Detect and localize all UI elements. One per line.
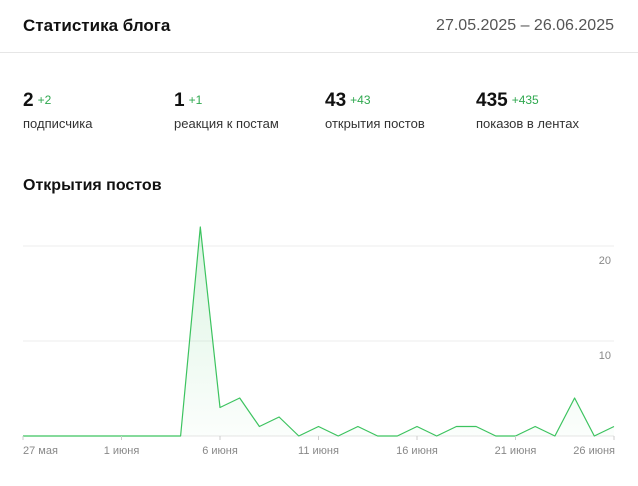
page-title: Статистика блога [23,16,171,35]
x-tick-label: 11 июня [298,445,339,457]
stat-subscribers: 2 +2 подписчика [23,90,92,131]
stat-delta: +43 [350,93,371,107]
chart-title: Открытия постов [23,177,162,194]
stat-value: 435 [476,90,508,111]
series-line [23,226,615,437]
x-tick-label: 1 июня [104,445,140,457]
series-area [23,227,614,436]
stat-value: 1 [174,90,185,111]
x-tick-label: 16 июня [396,445,438,457]
x-tick-label: 26 июня [573,445,615,457]
date-range[interactable]: 27.05.2025 – 26.06.2025 [436,17,614,34]
stat-label: открытия постов [325,116,425,131]
stat-feed-impressions: 435 +435 показов в лентах [476,90,579,131]
stat-value: 43 [325,90,347,111]
stat-reactions: 1 +1 реакция к постам [174,90,279,131]
stat-delta: +2 [37,93,52,107]
y-tick-label: 20 [599,255,611,267]
x-tick-label: 6 июня [202,445,238,457]
stat-value: 2 [23,90,34,111]
stat-label: реакция к постам [174,116,279,131]
stat-label: показов в лентах [476,116,579,131]
stat-label: подписчика [23,116,93,131]
stat-delta: +435 [511,93,539,107]
header: Статистика блога 27.05.2025 – 26.06.2025 [0,0,638,53]
stat-post-opens: 43 +43 открытия постов [325,90,425,131]
y-tick-label: 10 [599,350,611,362]
x-tick-label: 27 мая [23,445,58,457]
post-opens-chart: 10 20 27 мая 1 июня 6 июня 11 июня 16 июня 21 … [22,226,615,457]
x-tick-label: 21 июня [495,445,537,457]
stat-delta: +1 [188,93,203,107]
